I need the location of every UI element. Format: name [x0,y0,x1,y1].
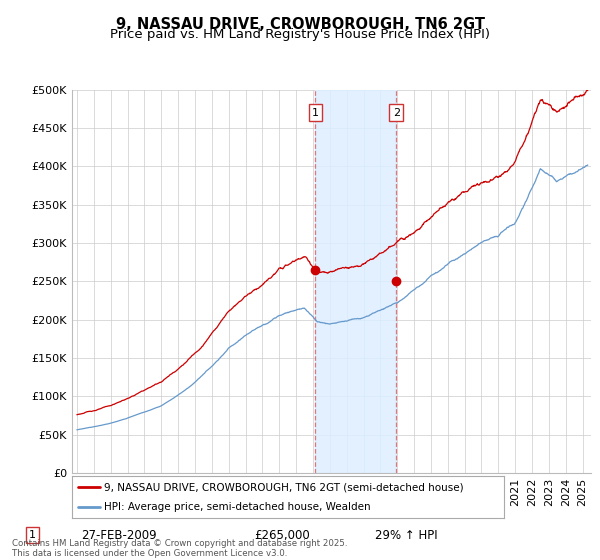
Bar [316,90,397,473]
Text: Price paid vs. HM Land Registry's House Price Index (HPI): Price paid vs. HM Land Registry's House … [110,28,490,41]
Text: 9, NASSAU DRIVE, CROWBOROUGH, TN6 2GT (semi-detached house): 9, NASSAU DRIVE, CROWBOROUGH, TN6 2GT (s… [104,482,464,492]
Text: HPI: Average price, semi-detached house, Wealden: HPI: Average price, semi-detached house,… [104,502,371,512]
Text: 29% ↑ HPI: 29% ↑ HPI [375,529,437,542]
Text: Contains HM Land Registry data © Crown copyright and database right 2025.
This d: Contains HM Land Registry data © Crown c… [12,539,347,558]
Text: 2: 2 [393,108,400,118]
Text: 1: 1 [312,108,319,118]
Text: 27-FEB-2009: 27-FEB-2009 [81,529,157,542]
Text: 1: 1 [29,530,35,540]
Text: 9, NASSAU DRIVE, CROWBOROUGH, TN6 2GT: 9, NASSAU DRIVE, CROWBOROUGH, TN6 2GT [115,17,485,32]
Text: £265,000: £265,000 [254,529,310,542]
